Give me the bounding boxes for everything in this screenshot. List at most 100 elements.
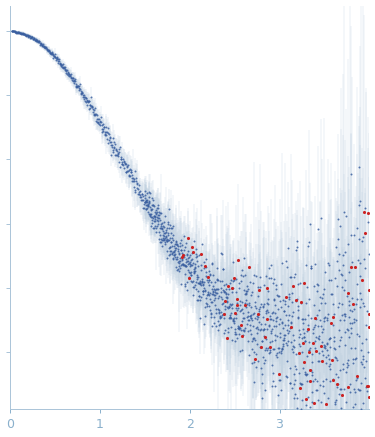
Point bbox=[153, 211, 159, 218]
Point bbox=[60, 61, 66, 68]
Point bbox=[104, 129, 110, 136]
Point bbox=[163, 232, 169, 239]
Point bbox=[183, 281, 189, 288]
Point bbox=[326, 355, 332, 362]
Point bbox=[69, 77, 75, 84]
Point bbox=[197, 315, 203, 322]
Point bbox=[15, 29, 21, 36]
Point bbox=[293, 365, 299, 372]
Point bbox=[33, 36, 39, 43]
Point bbox=[201, 284, 207, 291]
Point bbox=[268, 261, 274, 268]
Point bbox=[230, 305, 236, 312]
Point bbox=[54, 55, 60, 62]
Point bbox=[326, 276, 332, 283]
Point bbox=[348, 325, 354, 332]
Point bbox=[252, 348, 258, 355]
Point bbox=[331, 429, 337, 436]
Point bbox=[20, 30, 26, 37]
Point bbox=[44, 46, 50, 53]
Point bbox=[123, 161, 129, 168]
Point bbox=[334, 257, 340, 264]
Point bbox=[236, 285, 242, 292]
Point bbox=[191, 237, 197, 244]
Point bbox=[173, 240, 179, 247]
Point bbox=[266, 322, 272, 329]
Point bbox=[280, 325, 286, 332]
Point bbox=[352, 301, 358, 308]
Point bbox=[180, 261, 186, 268]
Point bbox=[230, 284, 236, 291]
Point bbox=[204, 303, 210, 310]
Point bbox=[186, 260, 192, 267]
Point bbox=[304, 378, 310, 385]
Point bbox=[137, 191, 143, 198]
Point bbox=[78, 88, 84, 95]
Point bbox=[286, 311, 292, 318]
Point bbox=[255, 357, 261, 364]
Point bbox=[226, 303, 232, 310]
Point bbox=[300, 408, 306, 415]
Point bbox=[148, 205, 154, 212]
Point bbox=[179, 260, 185, 267]
Point bbox=[254, 316, 260, 323]
Point bbox=[108, 152, 114, 159]
Point bbox=[211, 314, 217, 321]
Point bbox=[285, 321, 291, 328]
Point bbox=[134, 180, 140, 187]
Point bbox=[145, 200, 151, 207]
Point bbox=[128, 169, 134, 176]
Point bbox=[352, 345, 358, 352]
Point bbox=[312, 321, 318, 328]
Point bbox=[124, 167, 130, 174]
Point bbox=[195, 279, 201, 286]
Point bbox=[187, 260, 193, 267]
Point bbox=[307, 344, 313, 351]
Point bbox=[323, 353, 329, 360]
Point bbox=[138, 194, 144, 201]
Point bbox=[63, 69, 69, 76]
Point bbox=[165, 236, 171, 243]
Point bbox=[149, 206, 155, 213]
Point bbox=[282, 322, 288, 329]
Point bbox=[213, 302, 219, 309]
Point bbox=[339, 392, 345, 399]
Point bbox=[197, 279, 203, 286]
Point bbox=[194, 296, 200, 303]
Point bbox=[302, 369, 308, 376]
Point bbox=[296, 333, 302, 340]
Point bbox=[144, 190, 150, 197]
Point bbox=[79, 90, 85, 97]
Point bbox=[357, 386, 363, 393]
Point bbox=[184, 247, 190, 254]
Point bbox=[310, 378, 316, 385]
Point bbox=[308, 264, 314, 271]
Point bbox=[37, 42, 43, 49]
Point bbox=[285, 329, 291, 336]
Point bbox=[62, 67, 68, 74]
Point bbox=[99, 125, 105, 132]
Point bbox=[266, 322, 272, 329]
Point bbox=[271, 323, 277, 330]
Point bbox=[251, 309, 257, 316]
Point bbox=[63, 67, 69, 74]
Point bbox=[344, 360, 350, 367]
Point bbox=[329, 410, 335, 417]
Point bbox=[222, 314, 228, 321]
Point bbox=[50, 51, 56, 58]
Point bbox=[328, 290, 334, 297]
Point bbox=[285, 316, 291, 323]
Point bbox=[283, 258, 289, 265]
Point bbox=[255, 283, 261, 290]
Point bbox=[357, 198, 363, 205]
Point bbox=[308, 262, 314, 269]
Point bbox=[360, 355, 366, 362]
Point bbox=[365, 382, 371, 389]
Point bbox=[270, 370, 276, 377]
Point bbox=[220, 266, 226, 273]
Point bbox=[129, 177, 135, 184]
Point bbox=[187, 258, 193, 265]
Point bbox=[32, 37, 38, 44]
Point bbox=[174, 264, 180, 271]
Point bbox=[303, 262, 309, 269]
